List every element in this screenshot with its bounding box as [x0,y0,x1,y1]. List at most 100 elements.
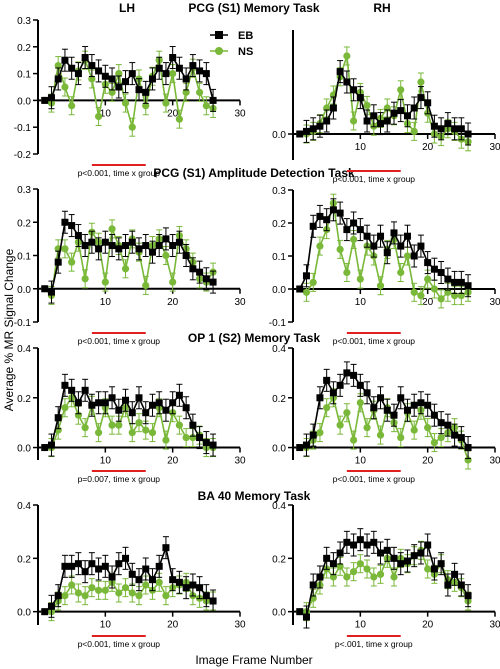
data-point-eb [142,409,150,417]
data-point-eb [464,130,472,138]
data-point-eb [430,565,438,573]
data-point-eb [169,54,177,62]
row-title-1: PCG (S1) Memory Task [188,1,319,15]
data-point-eb [370,404,378,412]
data-point-eb [296,608,304,616]
series-ns [41,572,217,622]
data-point-eb [323,216,331,224]
data-point-eb [457,434,465,442]
data-point-eb [383,406,391,414]
data-point-eb [169,399,177,407]
panel-2: 0.0 10 20 30 p<0.001, time x group [272,30,500,184]
data-point-eb [81,54,89,62]
y-tick-label: 0.0 [17,96,31,107]
data-point-eb [182,404,190,412]
data-point-eb [410,552,418,560]
data-point-ns [95,112,103,121]
data-point-eb [323,554,331,562]
data-point-eb [417,549,425,557]
data-point-eb [47,94,55,102]
data-point-ns [162,251,170,260]
data-point-eb [437,419,445,427]
significance-annotation: p<0.001, time x group [78,639,161,649]
data-point-ns [88,584,96,592]
data-point-eb [336,381,344,389]
x-tick-label: 20 [167,620,179,631]
data-point-eb [169,576,177,584]
row-title-4: BA 40 Memory Task [198,489,311,503]
data-point-eb [316,212,324,220]
y-tick-label: 0.0 [17,444,31,455]
series-eb [41,373,217,457]
data-point-eb [115,245,123,253]
data-point-eb [316,573,324,581]
data-point-ns [68,581,76,589]
data-point-eb [363,541,371,549]
data-point-eb [81,568,89,576]
col-label-rh: RH [373,1,390,15]
data-point-ns [169,278,177,286]
data-point-eb [47,288,55,296]
data-point-eb [370,112,378,120]
y-tick-label: 0.2 [17,394,31,405]
data-point-eb [390,229,398,237]
data-point-eb [115,406,123,414]
panel-5: 0.0 0.2 0.4 10 20 30 p=0.007, time x group [17,344,246,484]
data-point-eb [336,549,344,557]
data-point-eb [309,125,317,133]
data-point-ns [397,434,405,442]
data-point-eb [343,226,351,234]
data-point-eb [457,278,465,286]
x-tick-label: 10 [355,620,367,631]
y-tick-label: 0.0 [272,285,286,296]
data-point-eb [350,371,358,379]
data-point-eb [68,386,76,394]
data-point-eb [464,592,472,600]
data-point-eb [397,107,405,115]
data-point-eb [108,394,116,402]
data-point-ns [142,581,150,589]
data-point-eb [424,541,432,549]
data-point-ns [61,592,69,600]
data-point-ns [336,245,344,253]
data-point-ns [61,245,69,253]
data-point-eb [363,389,371,397]
data-point-eb [457,581,465,589]
data-point-eb [175,238,183,246]
data-point-eb [101,238,109,246]
data-point-ns [329,573,337,581]
data-point-eb [437,560,445,568]
data-point-ns [410,426,418,434]
legend-ns-marker [215,47,223,55]
data-point-eb [155,562,163,570]
data-point-eb [148,75,156,83]
data-point-ns [128,589,136,597]
series-eb [41,210,217,304]
data-point-ns [316,429,324,437]
data-point-eb [74,232,82,240]
data-point-eb [403,557,411,565]
data-point-ns [363,424,371,432]
x-tick-label: 20 [422,297,434,308]
y-tick-label: 0.2 [17,218,31,229]
data-point-ns [121,584,130,592]
data-point-eb [209,441,217,449]
legend: EB NS [210,30,253,58]
x-tick-label: 10 [100,297,112,308]
data-point-eb [336,209,344,217]
data-point-eb [309,222,317,230]
data-point-eb [302,441,310,449]
data-point-ns [323,404,331,412]
data-point-eb [135,86,143,94]
x-tick-label: 30 [234,456,246,467]
data-point-eb [383,546,391,554]
panel-4: -0.1 0.0 0.1 0.2 0.3 10 20 30 p<0.001, time x gr… [269,186,500,346]
data-point-eb [410,104,418,112]
data-point-eb [316,122,324,130]
data-point-eb [464,444,472,452]
data-point-eb [155,64,163,72]
data-point-eb [309,581,317,589]
data-point-ns [316,242,324,250]
data-point-ns [142,281,150,290]
data-point-eb [148,401,156,409]
